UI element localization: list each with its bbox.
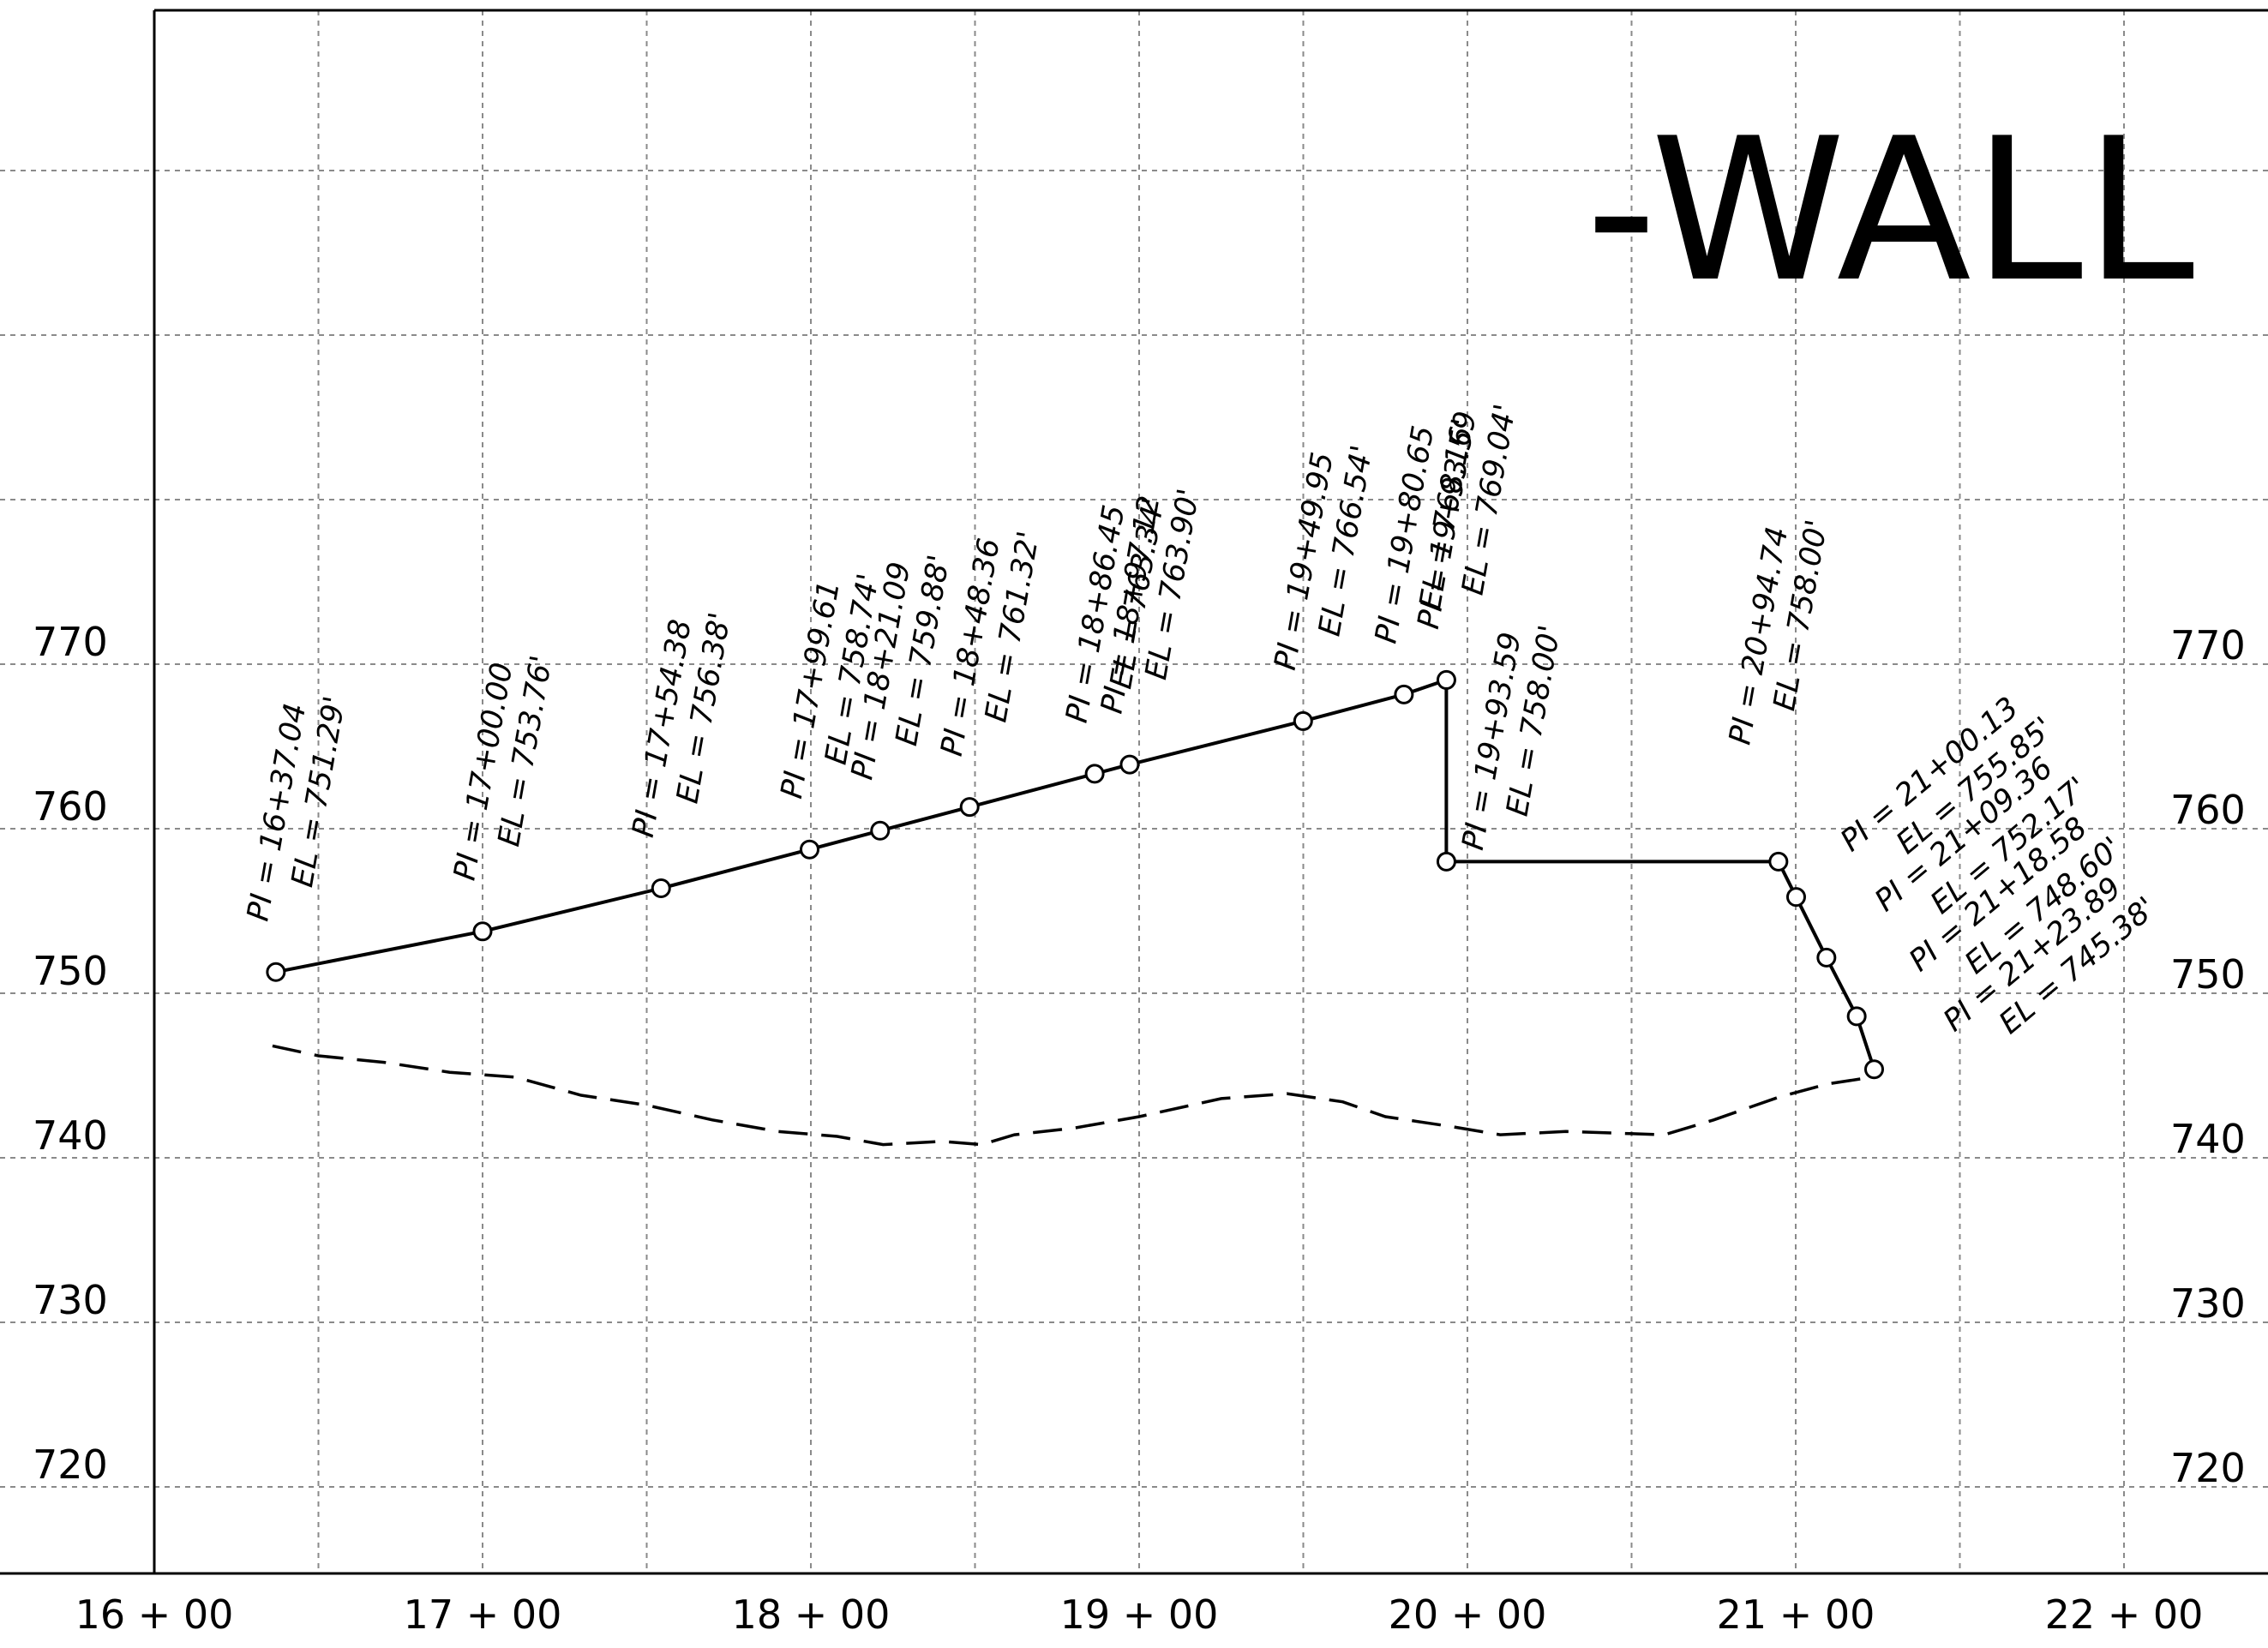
- pi-point-marker: [1863, 1059, 1884, 1080]
- y-axis-label-right: 760: [2170, 787, 2246, 833]
- x-axis-label: 19 + 00: [1060, 1591, 1219, 1638]
- proposed-profile-layer: [266, 669, 1884, 1080]
- y-axis-label-right: 730: [2170, 1280, 2246, 1327]
- x-axis-label: 17 + 00: [404, 1591, 562, 1638]
- pi-point-marker: [1084, 764, 1105, 784]
- drawing-title: -WALL: [1586, 97, 2196, 326]
- pi-point-marker: [651, 878, 671, 899]
- pi-point-marker: [472, 921, 493, 942]
- pi-point-marker: [800, 839, 820, 860]
- pi-point-marker: [1768, 851, 1789, 872]
- y-axis-label-right: 770: [2170, 622, 2246, 668]
- pi-point-marker: [1394, 684, 1414, 704]
- existing-ground-layer: [272, 1044, 1862, 1147]
- pi-point-marker: [266, 962, 286, 982]
- x-axis-label: 21 + 00: [1717, 1591, 1875, 1638]
- pi-point-marker: [1119, 754, 1140, 775]
- pi-point-marker: [1816, 947, 1837, 968]
- x-axis-label: 16 + 00: [75, 1591, 234, 1638]
- y-axis-label-left: 770: [33, 619, 108, 665]
- y-axis-label-left: 760: [33, 783, 108, 830]
- axis-labels: 16 + 00 17 + 00 18 + 00 19 + 00 20 + 00 21 + …: [33, 619, 2246, 1638]
- pi-point-marker: [870, 820, 891, 841]
- y-axis-label-left: 750: [33, 948, 108, 994]
- existing-ground-line: [272, 1044, 1862, 1147]
- y-axis-label-right: 720: [2170, 1445, 2246, 1491]
- grid-layer: [0, 10, 2268, 1573]
- y-axis-label-left: 740: [33, 1112, 108, 1159]
- x-axis-label: 18 + 00: [732, 1591, 891, 1638]
- pi-point-marker: [1293, 710, 1313, 731]
- x-axis-label: 22 + 00: [2045, 1591, 2204, 1638]
- x-axis-label: 20 + 00: [1389, 1591, 1547, 1638]
- pi-point-marker: [1785, 887, 1806, 908]
- y-axis-label-left: 720: [33, 1441, 108, 1488]
- pi-point-marker: [1846, 1006, 1867, 1027]
- y-axis-label-right: 750: [2170, 951, 2246, 998]
- title-layer: -WALL: [1586, 97, 2196, 326]
- y-axis-label-right: 740: [2170, 1116, 2246, 1162]
- pi-point-marker: [1436, 669, 1456, 690]
- frame-layer: [0, 9, 2268, 1575]
- pi-point-marker: [959, 797, 980, 818]
- y-axis-label-left: 730: [33, 1277, 108, 1323]
- pi-point-marker: [1436, 851, 1456, 872]
